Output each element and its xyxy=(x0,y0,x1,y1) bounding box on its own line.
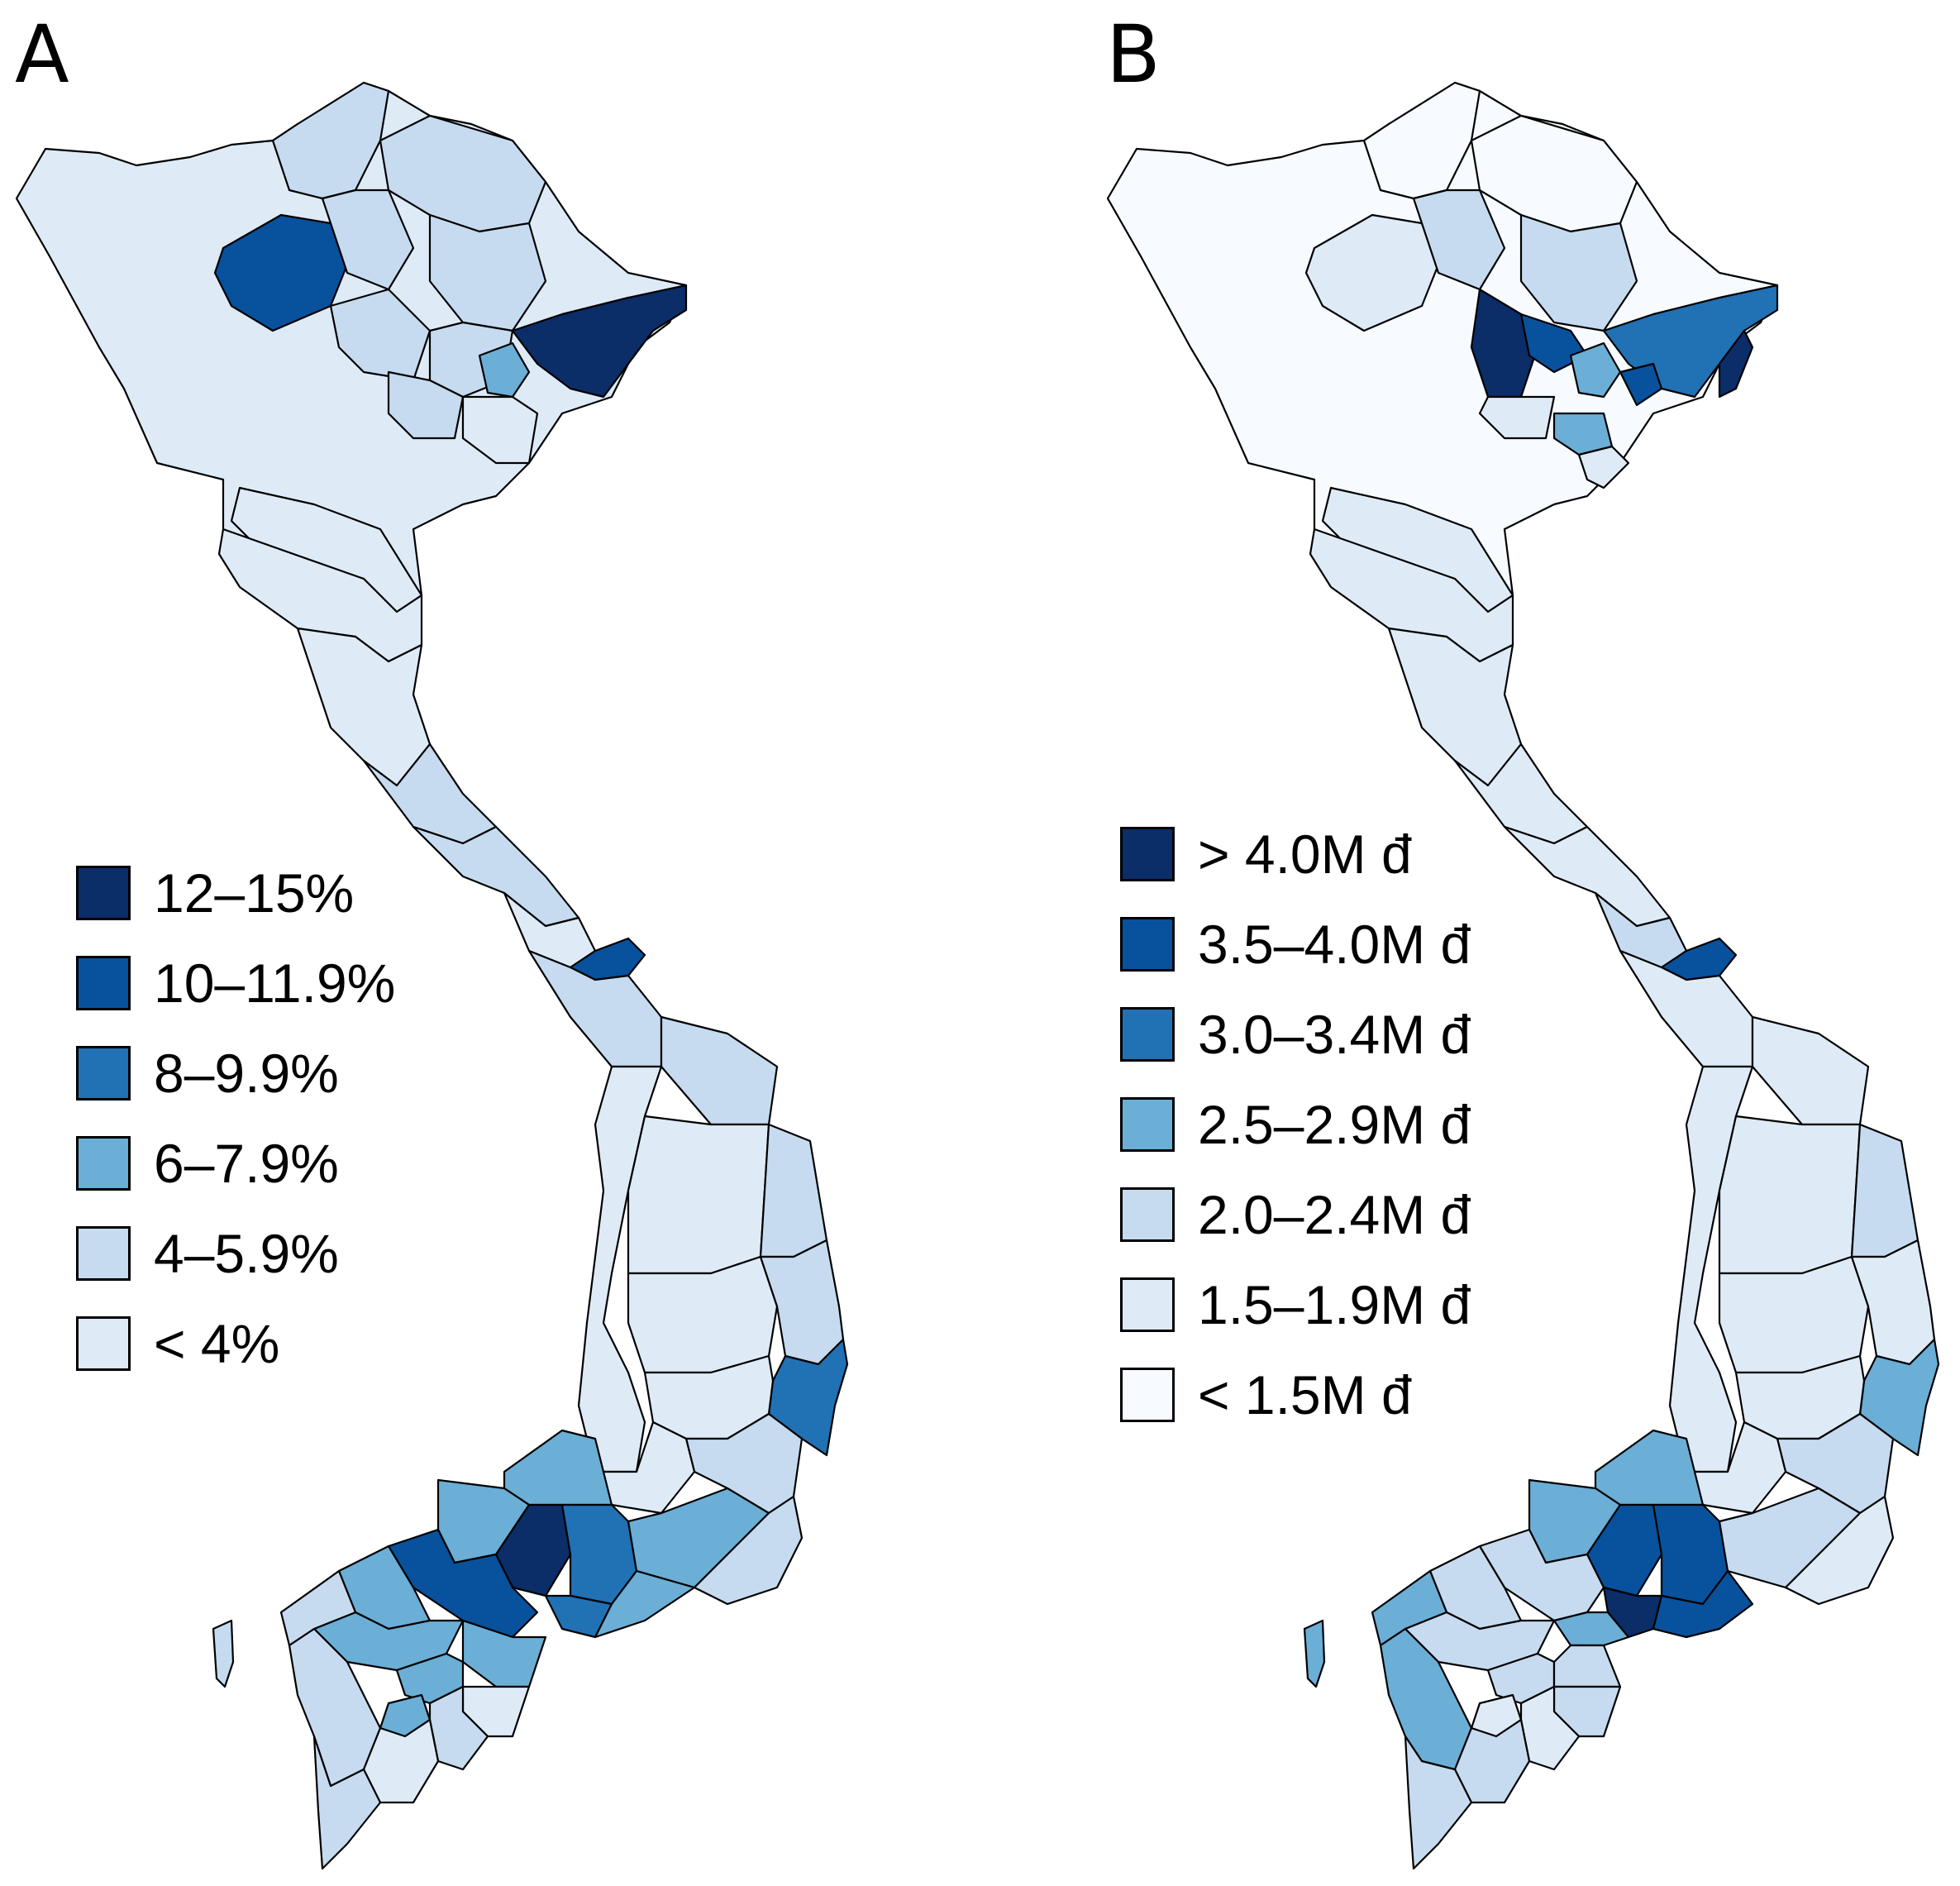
province-region xyxy=(1577,445,1630,489)
province-region xyxy=(1652,1569,1754,1639)
legend-swatch xyxy=(1120,1006,1175,1062)
map-panel-b: B xyxy=(1091,0,1960,1886)
legend-item: 6–7.9% xyxy=(76,1118,395,1208)
legend-label: 3.5–4.0M đ xyxy=(1198,913,1471,975)
province-region xyxy=(1569,341,1622,399)
province-region xyxy=(387,370,465,440)
province-region xyxy=(1718,1115,1862,1275)
legend-swatch xyxy=(1120,916,1175,972)
province-region xyxy=(279,1569,357,1647)
province-region xyxy=(312,1735,382,1870)
legend-label: > 4.0M đ xyxy=(1198,823,1412,885)
legend-swatch xyxy=(1120,1096,1175,1152)
legend-swatch xyxy=(1120,826,1175,881)
province-region xyxy=(1784,1495,1895,1606)
province-region xyxy=(428,213,547,332)
province-region xyxy=(1850,1123,1919,1258)
legend-label: 8–9.9% xyxy=(154,1042,339,1104)
legend-swatch xyxy=(1120,1277,1175,1332)
legend-item: 1.5–1.9M đ xyxy=(1120,1259,1471,1349)
legend-label: 2.0–2.4M đ xyxy=(1198,1183,1471,1245)
legend-b: > 4.0M đ 3.5–4.0M đ 3.0–3.4M đ 2.5–2.9M … xyxy=(1120,809,1471,1440)
province-region xyxy=(1303,1619,1326,1688)
legend-swatch xyxy=(76,1045,131,1101)
province-region xyxy=(1619,362,1663,407)
province-region xyxy=(1519,213,1638,332)
legend-swatch xyxy=(76,955,131,1010)
legend-label: < 4% xyxy=(154,1312,280,1374)
legend-swatch xyxy=(1120,1187,1175,1242)
province-region xyxy=(412,825,580,928)
province-region xyxy=(594,1569,696,1639)
panel-label-b: B xyxy=(1106,8,1161,101)
map-panel-a: A xyxy=(15,8,849,1870)
province-region xyxy=(693,1495,804,1606)
legend-item: 3.0–3.4M đ xyxy=(1120,989,1471,1079)
legend-a: 12–15% 10–11.9% 8–9.9% 6–7.9% 4–5.9% < 4… xyxy=(76,848,395,1388)
legend-item: > 4.0M đ xyxy=(1120,809,1471,899)
legend-label: 1.5–1.9M đ xyxy=(1198,1273,1471,1335)
province-region xyxy=(1685,1420,1787,1515)
province-region xyxy=(594,1420,696,1515)
legend-item: < 1.5M đ xyxy=(1120,1349,1471,1440)
province-region xyxy=(1453,1718,1531,1804)
legend-swatch xyxy=(76,1315,131,1371)
legend-item: 8–9.9% xyxy=(76,1028,395,1118)
legend-swatch xyxy=(76,865,131,920)
province-region xyxy=(321,189,415,291)
province-region xyxy=(1718,1255,1870,1374)
province-region xyxy=(212,1619,235,1688)
province-region xyxy=(1718,329,1754,399)
vietnam-map-b xyxy=(1106,81,1940,1870)
province-region xyxy=(478,341,531,399)
province-region xyxy=(503,1429,613,1506)
province-region xyxy=(1478,1528,1605,1622)
panel-label-a: A xyxy=(15,8,69,101)
legend-label: < 1.5M đ xyxy=(1198,1363,1412,1425)
province-region xyxy=(1404,1735,1473,1870)
province-region xyxy=(627,1255,779,1374)
legend-swatch xyxy=(76,1135,131,1191)
legend-label: 6–7.9% xyxy=(154,1132,339,1194)
legend-swatch xyxy=(76,1225,131,1281)
province-region xyxy=(362,1718,440,1804)
province-region xyxy=(1503,825,1671,928)
legend-label: 2.5–2.9M đ xyxy=(1198,1093,1471,1155)
legend-item: 4–5.9% xyxy=(76,1208,395,1298)
province-region xyxy=(627,1115,770,1275)
province-region xyxy=(1594,1429,1705,1506)
province-region xyxy=(759,1123,828,1258)
vietnam-map-a xyxy=(15,81,849,1870)
legend-item: 12–15% xyxy=(76,848,395,938)
province-region xyxy=(1304,213,1440,332)
legend-label: 12–15% xyxy=(154,862,355,924)
province-region xyxy=(1478,395,1556,440)
legend-item: 3.5–4.0M đ xyxy=(1120,899,1471,989)
province-region xyxy=(1751,1015,1870,1126)
province-region xyxy=(1412,189,1506,291)
province-region xyxy=(511,284,688,399)
province-region xyxy=(1552,1644,1622,1688)
legend-swatch xyxy=(1120,1367,1175,1422)
province-region xyxy=(1404,1611,1556,1672)
legend-item: 2.0–2.4M đ xyxy=(1120,1169,1471,1259)
legend-item: 2.5–2.9M đ xyxy=(1120,1079,1471,1169)
province-region xyxy=(387,1528,539,1639)
legend-item: 10–11.9% xyxy=(76,938,395,1028)
legend-label: 10–11.9% xyxy=(154,952,396,1014)
province-region xyxy=(461,395,539,465)
legend-label: 4–5.9% xyxy=(154,1222,339,1284)
legend-label: 3.0–3.4M đ xyxy=(1198,1003,1471,1065)
legend-item: < 4% xyxy=(76,1298,395,1388)
province-region xyxy=(660,1015,779,1126)
